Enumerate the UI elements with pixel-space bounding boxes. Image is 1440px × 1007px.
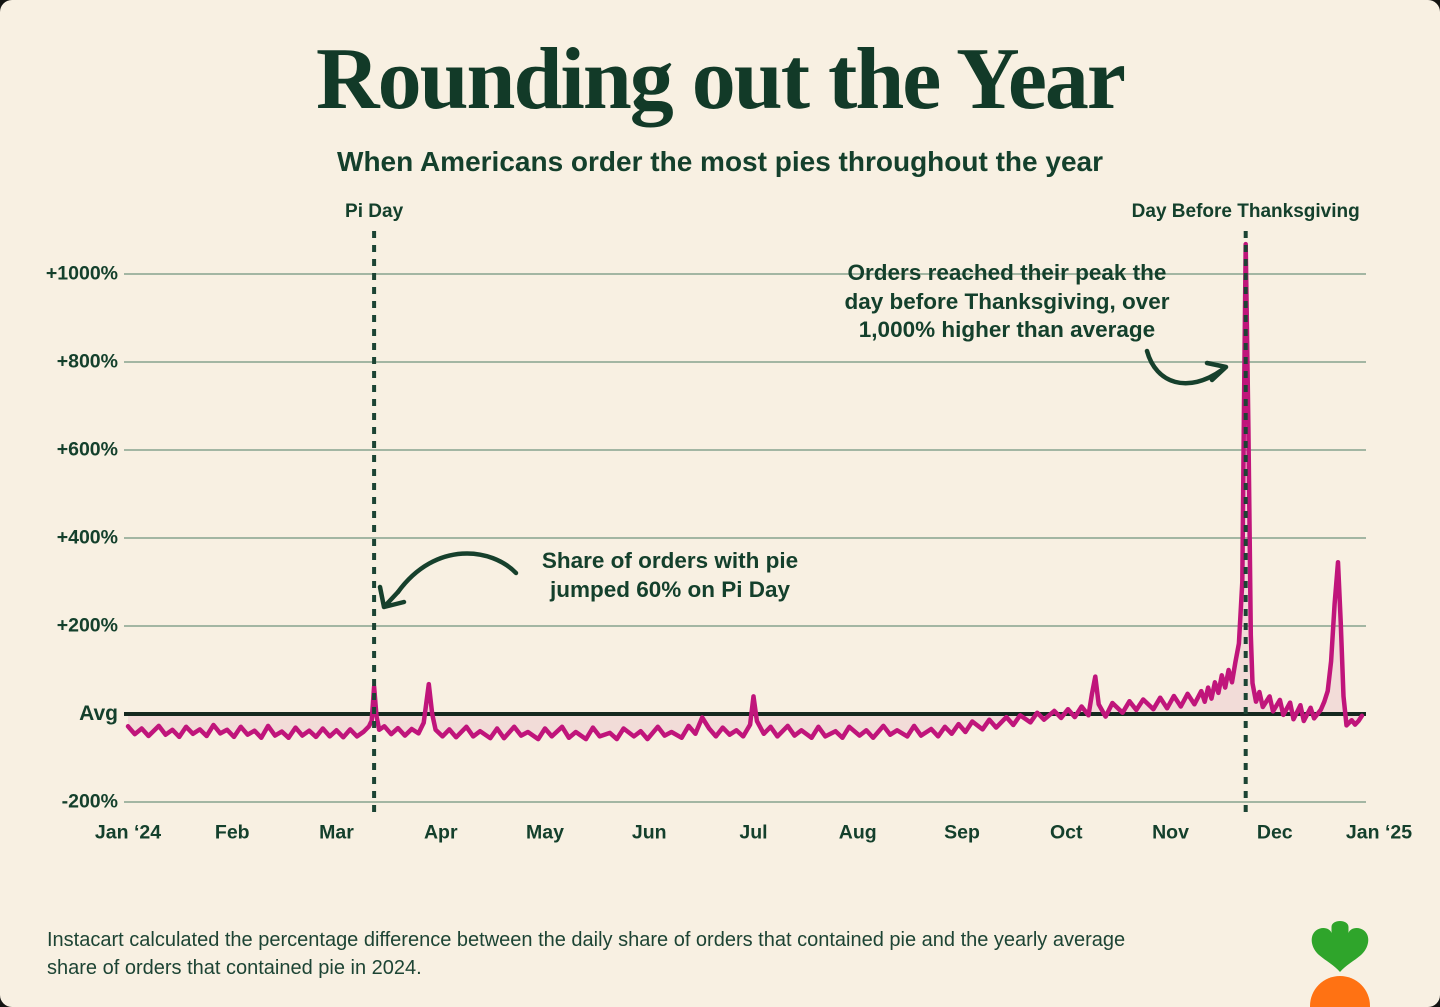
instacart-carrot-logo [1310,921,1370,1007]
event-marker-label: Day Before Thanksgiving [1131,201,1360,222]
pi-day-annotation-line1: Share of orders with pie [541,548,799,573]
x-axis-label: Jan ‘25 [1345,821,1413,844]
x-axis-label: Oct [1049,821,1083,844]
thanksgiving-annotation-line2: day before Thanksgiving, over [844,288,1170,314]
x-axis-label: Sep [944,821,980,844]
thanksgiving-annotation-line1: Orders reached their peak the [847,260,1167,285]
page-subtitle: When Americans order the most pies throu… [337,146,1103,177]
pi-day-curved-arrow-icon [377,551,519,610]
thanksgiving-annotation: Orders reached their peak the day before… [828,259,1186,345]
instacart-logo-carrot [1310,976,1370,1007]
page-title: Rounding out the Year [316,31,1126,128]
x-axis-label: Dec [1256,821,1293,844]
x-axis-label: Apr [423,821,458,844]
x-axis-label: May [526,821,564,844]
x-axis-label: Jul [739,821,768,844]
x-axis-label: Aug [838,821,877,844]
thanksgiving-curved-arrow-icon [1144,348,1229,386]
y-axis-label: +200% [56,614,118,637]
x-axis-label: Jun [631,821,667,844]
y-axis-label: Avg [79,702,118,725]
x-axis-label: Mar [319,821,354,844]
x-axis-label: Jan ‘24 [94,821,162,844]
pi-day-annotation: Share of orders with pie jumped 60% on P… [520,547,820,604]
y-axis-label: -200% [61,790,118,813]
instacart-logo-leaf [1311,921,1369,972]
y-axis-label: +400% [56,526,118,549]
y-axis-label: +1000% [45,262,118,285]
x-axis-label: Nov [1152,821,1189,844]
y-axis-label: +800% [56,350,118,373]
event-marker-label: Pi Day [345,201,404,222]
y-axis-label: +600% [56,438,118,461]
methodology-footnote: Instacart calculated the percentage diff… [47,929,1126,979]
x-axis-label: Feb [214,821,250,844]
thanksgiving-annotation-line3: 1,000% higher than average [858,317,1156,342]
pi-day-annotation-line2: jumped 60% on Pi Day [549,576,791,602]
